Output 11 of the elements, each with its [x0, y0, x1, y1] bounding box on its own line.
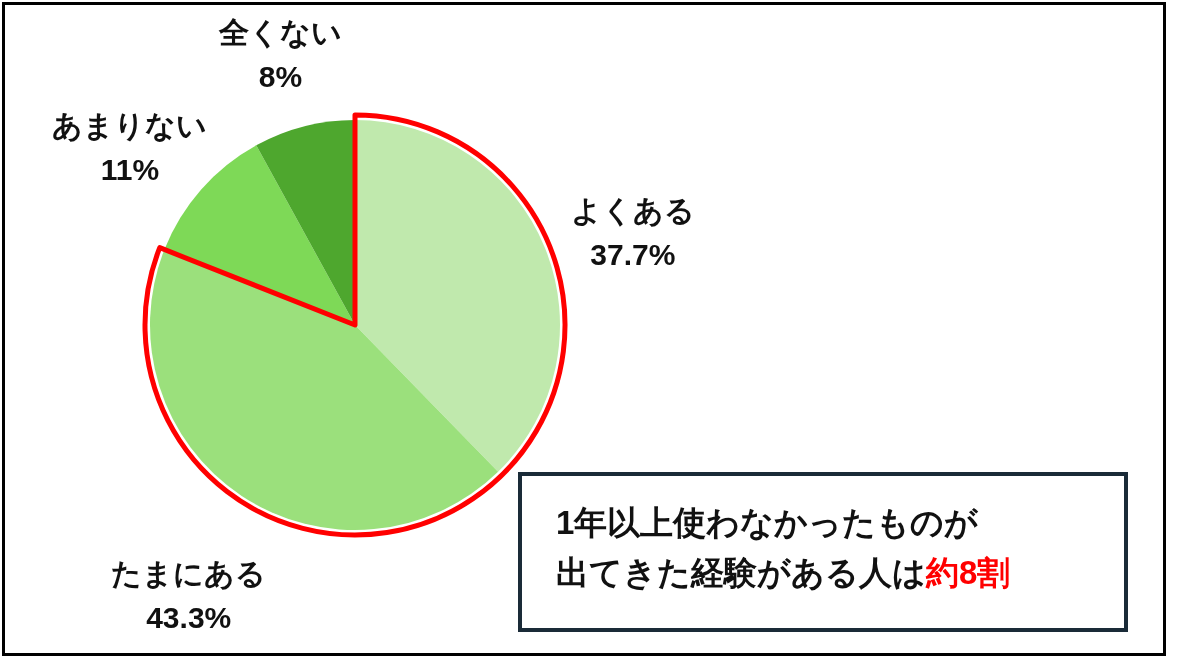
data-label: 43.3%: [146, 600, 232, 634]
data-label: 11%: [100, 152, 160, 186]
pie-slice: [150, 249, 499, 530]
slice-label: 全くない: [217, 16, 342, 50]
slice-label: あまりない: [52, 108, 208, 142]
callout-box: 1年以上使わなかったものが 出てきた経験がある人は約8割: [518, 472, 1128, 632]
pie-slice: [355, 120, 560, 472]
slice-label: よくある: [570, 193, 695, 227]
data-label: 8%: [258, 60, 303, 94]
slice-label: たまにある: [111, 556, 267, 590]
data-label: 37.7%: [590, 237, 676, 271]
